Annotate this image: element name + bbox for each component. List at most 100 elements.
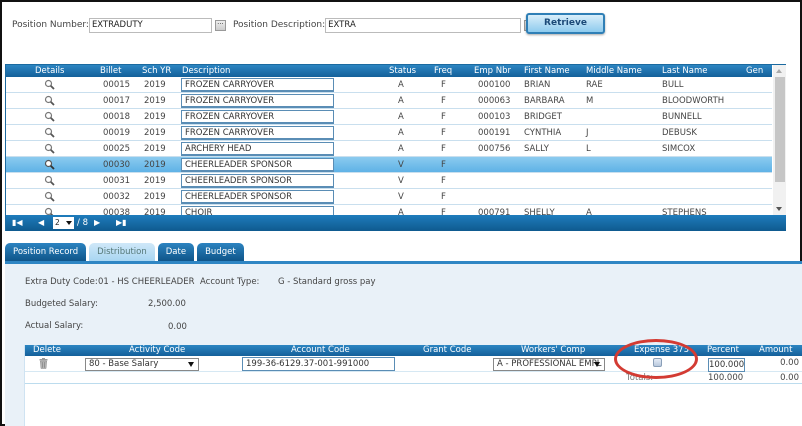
expense-373-checkbox[interactable] <box>653 358 662 367</box>
cell-first-name: SALLY <box>524 144 549 154</box>
magnifier-icon[interactable] <box>44 175 55 186</box>
cell-billet: 00030 <box>103 160 131 170</box>
magnifier-icon[interactable] <box>44 111 55 122</box>
prev-page-icon[interactable]: ◀ <box>38 218 45 227</box>
scrollbar-thumb[interactable] <box>775 77 785 182</box>
col-delete: Delete <box>33 345 61 355</box>
position-description-label: Position Description: <box>232 20 326 30</box>
cell-status: A <box>398 128 404 138</box>
cell-description[interactable]: CHEERLEADER SPONSOR <box>181 190 334 204</box>
cell-billet: 00015 <box>103 80 131 90</box>
activity-code-select[interactable]: 80 - Base Salary <box>85 358 199 371</box>
tab-distribution[interactable]: Distribution <box>89 243 155 261</box>
col-details[interactable]: Details <box>35 66 65 76</box>
cell-emp-nbr: 000063 <box>478 96 511 106</box>
cell-billet: 00018 <box>103 112 131 122</box>
magnifier-icon[interactable] <box>44 207 55 215</box>
cell-description[interactable]: FROZEN CARRYOVER <box>181 78 334 92</box>
magnifier-icon[interactable] <box>44 143 55 154</box>
magnifier-icon[interactable] <box>44 79 55 90</box>
positions-grid: Details Billet Sch YR Description Status… <box>5 64 786 231</box>
tab-position-record[interactable]: Position Record <box>5 243 87 261</box>
table-row[interactable]: 00025 2019 ARCHERY HEAD A F 000756 SALLY… <box>6 141 772 157</box>
magnifier-icon[interactable] <box>44 127 55 138</box>
search-bar: Position Number: EXTRADUTY ··· Position … <box>12 17 536 33</box>
table-row[interactable]: 00015 2019 FROZEN CARRYOVER A F 000100 B… <box>6 77 772 93</box>
account-type-value: G - Standard gross pay <box>278 277 376 287</box>
magnifier-icon[interactable] <box>44 159 55 170</box>
current-page-value: 2 <box>55 218 60 227</box>
cell-last-name: BULL <box>662 80 684 90</box>
cell-freq: F <box>441 96 446 106</box>
cell-description[interactable]: CHOIR <box>181 206 334 215</box>
table-row[interactable]: 00018 2019 FROZEN CARRYOVER A F 000103 B… <box>6 109 772 125</box>
table-row-selected[interactable]: 00030 2019 CHEERLEADER SPONSOR V F <box>6 157 772 173</box>
grid-vertical-scrollbar[interactable] <box>773 65 786 215</box>
cell-emp-nbr: 000791 <box>478 208 511 215</box>
total-pages: / 8 <box>77 218 88 228</box>
col-middle-name[interactable]: Middle Name <box>586 66 642 76</box>
position-number-lookup-button[interactable]: ··· <box>214 19 226 31</box>
position-number-input[interactable]: EXTRADUTY <box>88 17 212 33</box>
tab-date[interactable]: Date <box>157 243 195 261</box>
col-gen[interactable]: Gen <box>746 66 764 76</box>
magnifier-icon[interactable] <box>44 191 55 202</box>
last-page-icon[interactable]: ▶▮ <box>116 218 127 227</box>
grid-header: Details Billet Sch YR Description Status… <box>6 65 772 77</box>
percent-input[interactable]: 100.000 <box>708 358 745 372</box>
trash-icon[interactable] <box>39 358 48 369</box>
cell-last-name: DEBUSK <box>662 128 697 138</box>
table-row[interactable]: 00038 2019 CHOIR A F 000791 SHELLY A STE… <box>6 205 772 215</box>
scroll-up-icon[interactable] <box>776 69 782 73</box>
cell-emp-nbr: 000191 <box>478 128 511 138</box>
retrieve-button[interactable]: Retrieve <box>526 13 605 34</box>
col-emp-nbr[interactable]: Emp Nbr <box>474 66 511 76</box>
position-number-label: Position Number: <box>12 20 89 30</box>
cell-freq: F <box>441 176 446 186</box>
cell-status: V <box>398 176 404 186</box>
cell-freq: F <box>441 80 446 90</box>
cell-description[interactable]: CHEERLEADER SPONSOR <box>181 174 334 188</box>
cell-description[interactable]: FROZEN CARRYOVER <box>181 110 334 124</box>
cell-middle-name: A <box>586 208 592 215</box>
col-billet[interactable]: Billet <box>100 66 122 76</box>
next-page-icon[interactable]: ▶ <box>94 218 101 227</box>
account-code-input[interactable]: 199-36-6129.37-001-991000 <box>242 357 395 371</box>
col-sch-yr[interactable]: Sch YR <box>142 66 172 76</box>
cell-billet: 00038 <box>103 208 131 215</box>
table-row[interactable]: 00032 2019 CHEERLEADER SPONSOR V F <box>6 189 772 205</box>
account-type-label: Account Type: <box>200 277 260 287</box>
activity-code-value: 80 - Base Salary <box>89 359 159 369</box>
page-select[interactable]: 2 <box>53 217 74 229</box>
table-row[interactable]: 00019 2019 FROZEN CARRYOVER A F 000191 C… <box>6 125 772 141</box>
cell-sch-yr: 2019 <box>144 112 166 122</box>
grid-pager: ▮◀ ◀ 2 / 8 ▶ ▶▮ <box>6 215 786 231</box>
cell-sch-yr: 2019 <box>144 128 166 138</box>
col-freq[interactable]: Freq <box>434 66 453 76</box>
cell-billet: 00032 <box>103 192 131 202</box>
cell-description[interactable]: FROZEN CARRYOVER <box>181 126 334 140</box>
extra-duty-code-label: Extra Duty Code: <box>25 277 98 287</box>
col-description[interactable]: Description <box>182 66 231 76</box>
cell-sch-yr: 2019 <box>144 160 166 170</box>
tab-budget[interactable]: Budget <box>197 243 244 261</box>
first-page-icon[interactable]: ▮◀ <box>12 218 23 227</box>
scroll-down-icon[interactable] <box>776 207 782 211</box>
distribution-grid-header: Delete Activity Code Account Code Grant … <box>25 345 802 356</box>
workers-comp-select[interactable]: A - PROFESSIONAL EMPL <box>493 358 605 371</box>
table-row[interactable]: 00017 2019 FROZEN CARRYOVER A F 000063 B… <box>6 93 772 109</box>
cell-description[interactable]: ARCHERY HEAD <box>181 142 334 156</box>
cell-sch-yr: 2019 <box>144 96 166 106</box>
col-first-name[interactable]: First Name <box>524 66 570 76</box>
cell-description[interactable]: FROZEN CARRYOVER <box>181 94 334 108</box>
table-row[interactable]: 00031 2019 CHEERLEADER SPONSOR V F <box>6 173 772 189</box>
cell-middle-name: L <box>586 144 591 154</box>
col-status[interactable]: Status <box>389 66 417 76</box>
cell-billet: 00017 <box>103 96 131 106</box>
col-last-name[interactable]: Last Name <box>662 66 708 76</box>
position-description-input[interactable]: EXTRA <box>325 17 522 33</box>
magnifier-icon[interactable] <box>44 95 55 106</box>
cell-description[interactable]: CHEERLEADER SPONSOR <box>181 158 334 172</box>
budgeted-salary-label: Budgeted Salary: <box>25 299 98 309</box>
